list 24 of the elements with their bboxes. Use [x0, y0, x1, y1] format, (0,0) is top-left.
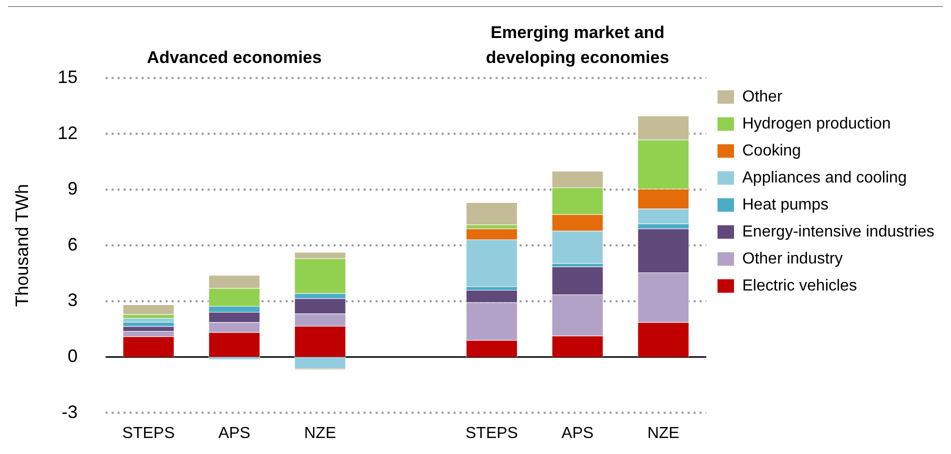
y-axis-title: Thousand TWh	[12, 184, 32, 307]
y-tick-label: 0	[68, 346, 78, 366]
legend-label: Other	[742, 88, 783, 106]
text: Emerging market and developing economies	[486, 23, 670, 67]
x-tick-label: APS	[562, 424, 594, 442]
text: Advanced economies	[146, 48, 322, 67]
y-tick-label: 3	[68, 290, 78, 310]
x-tick-label: NZE	[304, 424, 336, 442]
legend-label: Hydrogen production	[742, 115, 891, 132]
legend-label: Heat pumps	[742, 196, 829, 214]
y-tick-label: 15	[58, 66, 78, 87]
y-tick-label: -3	[62, 402, 78, 422]
legend-label: Appliances and cooling	[742, 169, 907, 186]
y-tick-label: 6	[68, 234, 78, 254]
legend-label: Cooking	[742, 142, 801, 160]
x-tick-label: STEPS	[122, 424, 175, 442]
y-tick-label: 9	[68, 178, 78, 199]
legend-label: Other industry	[742, 250, 843, 268]
legend-label: Energy-intensive industries	[742, 223, 934, 240]
legend-label: Electric vehicles	[742, 277, 857, 294]
y-tick-label: 12	[58, 122, 78, 143]
x-tick-label: APS	[218, 424, 250, 442]
x-tick-label: NZE	[647, 424, 680, 442]
x-tick-label: STEPS	[466, 424, 518, 442]
